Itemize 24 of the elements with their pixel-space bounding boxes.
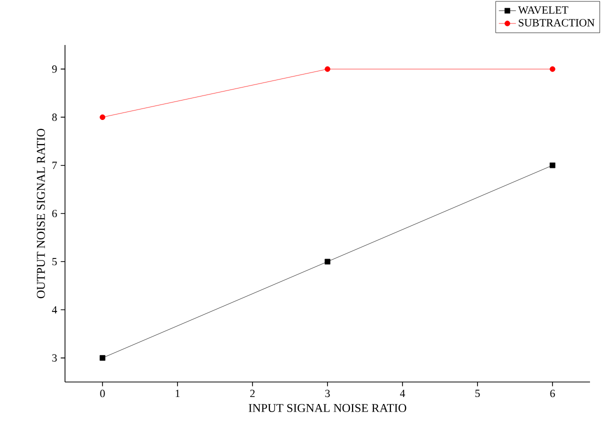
y-axis-title: OUTPUT NOISE SIGNAL RATIO xyxy=(36,128,45,298)
point xyxy=(324,258,330,264)
x-axis-title: INPUT SIGNAL NOISE RATIO xyxy=(248,404,406,412)
x-tick-label: 5 xyxy=(475,390,480,398)
legend-label: WAVELET xyxy=(518,6,568,14)
point xyxy=(550,162,556,168)
y-tick-label: 6 xyxy=(52,210,57,218)
x-tick-label: 3 xyxy=(325,390,330,398)
y-tick-label: 9 xyxy=(52,65,57,73)
point xyxy=(550,66,556,72)
x-tick-label: 2 xyxy=(250,390,255,398)
point xyxy=(100,114,106,120)
legend-label: SUBTRACTION xyxy=(518,19,595,26)
point xyxy=(324,66,330,72)
y-tick-label: 8 xyxy=(52,114,57,121)
y-tick-label: 4 xyxy=(52,306,58,314)
x-tick-label: 0 xyxy=(100,390,105,398)
y-tick-label: 3 xyxy=(52,354,57,362)
x-tick-label: 4 xyxy=(400,390,406,397)
y-tick-label: 7 xyxy=(52,162,57,169)
x-tick-label: 1 xyxy=(176,390,180,398)
x-tick-label: 6 xyxy=(550,390,555,398)
y-tick-label: 5 xyxy=(52,258,57,266)
point xyxy=(100,355,106,361)
